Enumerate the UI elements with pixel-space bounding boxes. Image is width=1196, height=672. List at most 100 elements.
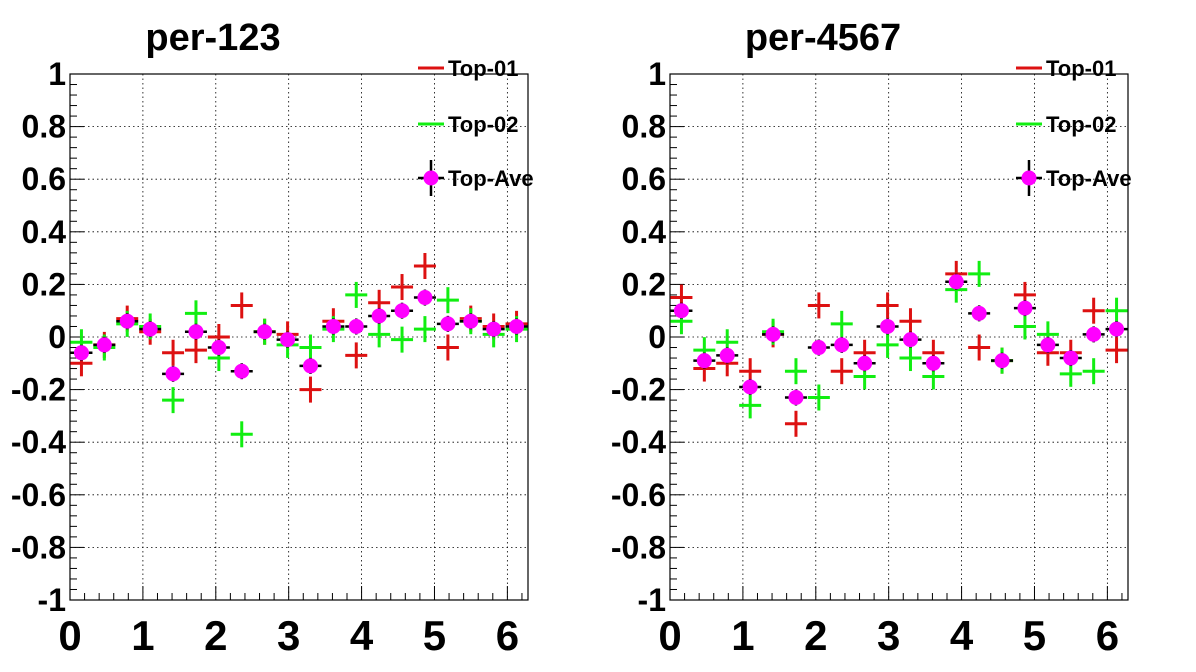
- data-point: [991, 352, 1014, 369]
- marker: [880, 318, 896, 334]
- data-point: [899, 345, 922, 372]
- data-point: [807, 339, 830, 356]
- data-point: [505, 318, 528, 335]
- x-tick-label: 4: [950, 612, 974, 659]
- data-point: [413, 316, 436, 343]
- data-point: [1105, 297, 1128, 324]
- marker: [325, 318, 341, 334]
- data-point: [184, 337, 207, 364]
- data-point: [299, 376, 322, 403]
- data-point: [693, 352, 716, 369]
- x-tick-label: 4: [350, 612, 374, 659]
- marker: [857, 355, 873, 371]
- marker: [1109, 321, 1125, 337]
- data-point: [70, 344, 93, 361]
- data-point: [830, 310, 853, 337]
- data-point: [184, 323, 207, 340]
- marker: [486, 321, 502, 337]
- data-point: [299, 334, 322, 361]
- legend-label: Top-02: [448, 112, 518, 137]
- data-point: [830, 358, 853, 385]
- chart-title: per-123: [145, 17, 280, 59]
- data-point: [391, 302, 414, 319]
- x-tick-label: 2: [204, 612, 227, 659]
- y-tick-label: -0.8: [11, 529, 66, 565]
- data-point: [670, 302, 693, 319]
- y-tick-label: 0.2: [22, 266, 66, 302]
- y-tick-label: -1: [638, 582, 666, 618]
- data-point: [299, 357, 322, 374]
- legend-label: Top-01: [1046, 56, 1116, 81]
- y-tick-label: -0.6: [11, 477, 66, 513]
- legend-item-top-01: Top-01: [1016, 56, 1116, 81]
- legend-item-top-02: Top-02: [418, 112, 518, 137]
- y-tick-label: -0.4: [611, 424, 666, 460]
- data-point: [184, 300, 207, 327]
- marker: [925, 355, 941, 371]
- data-point: [762, 326, 785, 343]
- y-tick-label: 0.8: [622, 109, 666, 145]
- data-point: [807, 384, 830, 411]
- marker: [417, 290, 433, 306]
- y-tick-label: 0: [48, 319, 66, 355]
- data-point: [230, 421, 253, 448]
- marker: [371, 308, 387, 324]
- y-tick-label: 1: [648, 56, 666, 92]
- data-point: [968, 334, 991, 361]
- y-tick-label: -0.8: [611, 529, 666, 565]
- y-tick-label: 0.8: [22, 109, 66, 145]
- data-point: [1013, 300, 1036, 317]
- series-top-02: [70, 281, 528, 448]
- data-point: [436, 287, 459, 314]
- legend-swatch: [423, 170, 439, 186]
- marker: [788, 389, 804, 405]
- data-point: [459, 313, 482, 330]
- data-point: [739, 392, 762, 419]
- data-point: [413, 289, 436, 306]
- y-tick-label: 0.4: [622, 214, 667, 250]
- data-point: [1105, 337, 1128, 364]
- x-tick-label: 0: [658, 612, 681, 659]
- y-tick-label: 0.6: [22, 161, 66, 197]
- marker: [719, 347, 735, 363]
- marker: [142, 321, 158, 337]
- data-point: [391, 274, 414, 301]
- axis-ticks: [669, 73, 1123, 601]
- axis-ticks: [69, 73, 523, 601]
- data-point: [968, 260, 991, 287]
- y-tick-label: 0.4: [22, 214, 67, 250]
- data-point: [1082, 297, 1105, 324]
- y-tick-label: 1: [48, 56, 66, 92]
- data-point: [162, 387, 185, 414]
- data-point: [1059, 350, 1082, 367]
- marker: [394, 303, 410, 319]
- marker: [742, 379, 758, 395]
- data-point: [253, 323, 276, 340]
- y-tick-label: 0.2: [622, 266, 666, 302]
- marker: [348, 318, 364, 334]
- data-point: [207, 339, 230, 356]
- data-point: [1013, 313, 1036, 340]
- grid-lines: [70, 74, 528, 600]
- grid-lines: [670, 74, 1128, 600]
- marker: [765, 326, 781, 342]
- data-point: [876, 292, 899, 319]
- legend: Top-01 Top-02 Top-Ave: [418, 56, 534, 196]
- marker: [1063, 350, 1079, 366]
- marker: [948, 274, 964, 290]
- data-point: [1082, 326, 1105, 343]
- marker: [234, 363, 250, 379]
- legend-label: Top-Ave: [1046, 166, 1132, 191]
- x-tick-label: 5: [423, 612, 446, 659]
- series-top-ave: [70, 289, 528, 382]
- chart-panel-2: per-4567 -1 -0.8 -0.6 -0.4 -0.2 0 0.2 0.4 0.6 0.8 1…: [611, 17, 1132, 659]
- data-point: [739, 378, 762, 395]
- y-tick-label: -0.2: [11, 372, 66, 408]
- marker: [463, 313, 479, 329]
- data-point: [830, 336, 853, 353]
- data-point: [922, 355, 945, 372]
- data-point: [1105, 321, 1128, 338]
- chart-title: per-4567: [745, 17, 901, 59]
- data-point: [93, 336, 116, 353]
- data-point: [322, 318, 345, 335]
